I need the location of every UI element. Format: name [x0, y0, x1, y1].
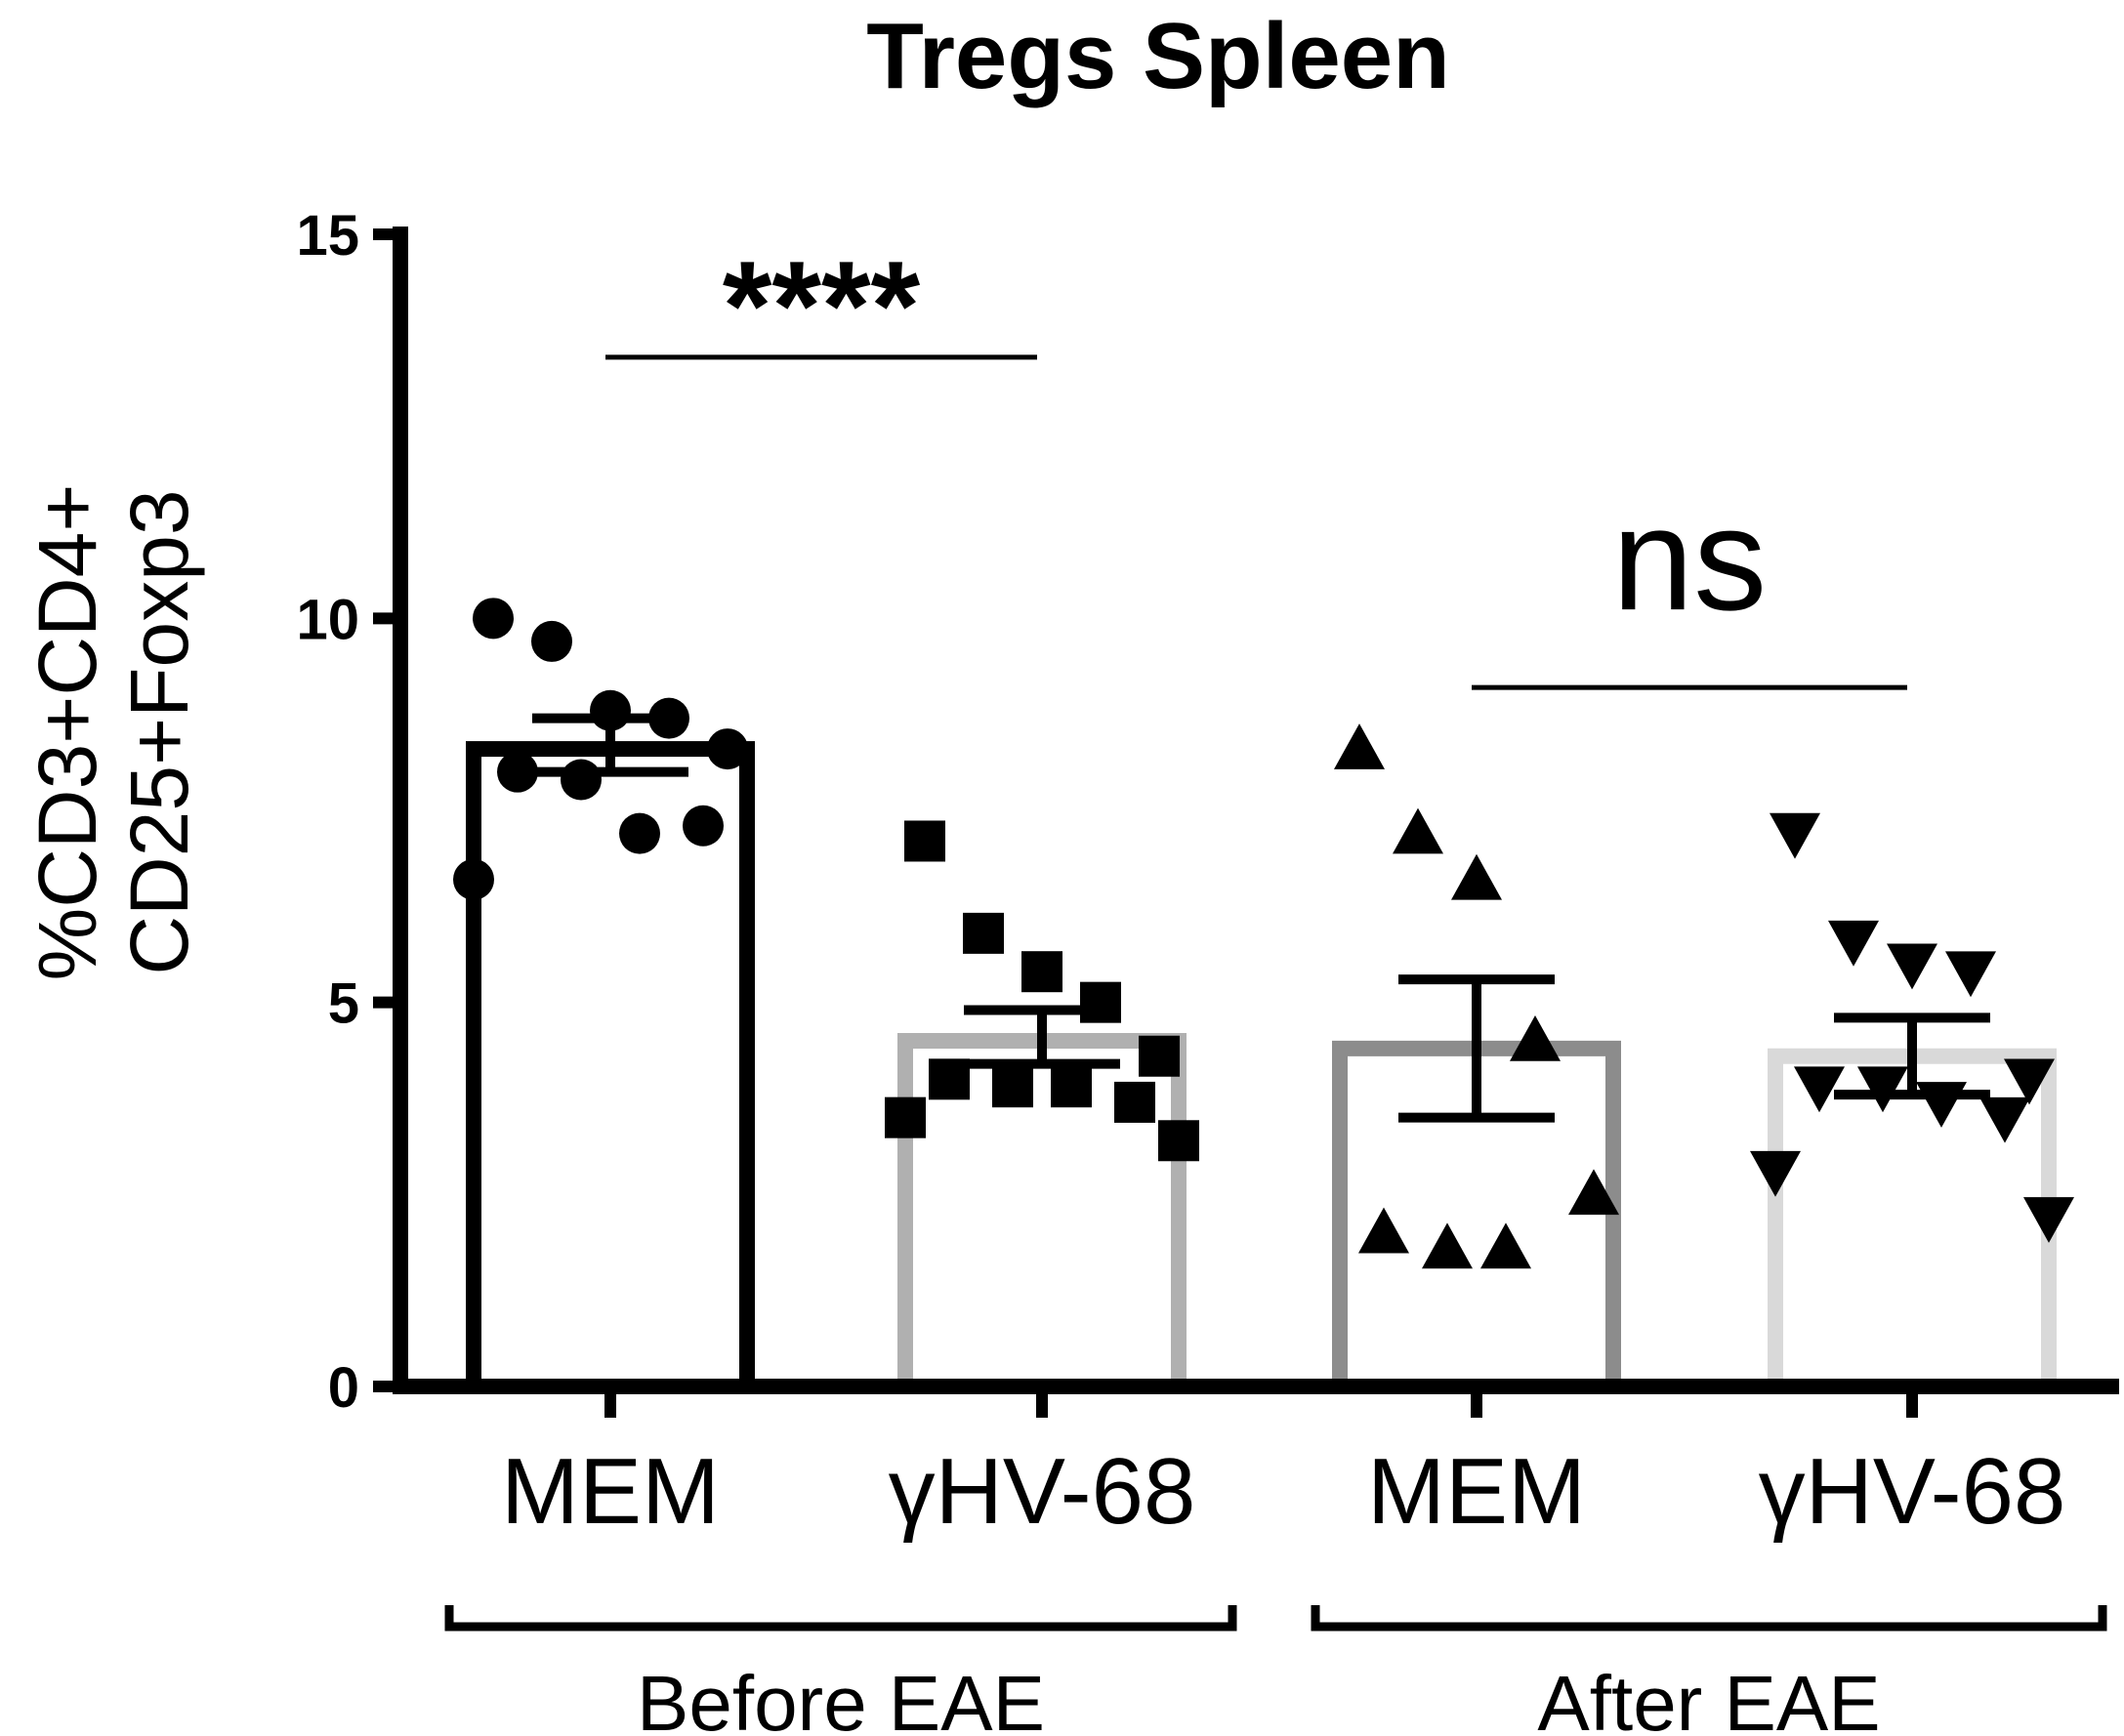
data-point-2-5 [1139, 1035, 1180, 1077]
x-tick-label-1: MEM [501, 1439, 720, 1544]
data-point-3-8 [1480, 1222, 1531, 1269]
data-point-2-4 [1080, 981, 1121, 1023]
points-layer [453, 598, 2074, 1269]
groups-layer: Before EAE After EAE [444, 1605, 2107, 1736]
group-bracket-1 [444, 1605, 1237, 1632]
group-bracket-2 [1311, 1605, 2107, 1632]
chart-title: Tregs Spleen [866, 4, 1450, 108]
data-point-4-4 [1945, 951, 1996, 998]
data-point-2-1 [904, 820, 945, 862]
y-tick-label-15: 15 [296, 204, 359, 268]
data-point-1-5 [707, 728, 748, 770]
y-axis-label-line-1: %CD3+CD4+ [21, 484, 113, 981]
data-point-3-3 [1451, 853, 1502, 900]
data-point-2-3 [1021, 951, 1062, 993]
significance-label-2: ns [1612, 476, 1767, 641]
data-point-4-2 [1828, 920, 1879, 967]
data-point-4-8 [1916, 1082, 1967, 1128]
data-point-3-5 [1568, 1169, 1619, 1216]
data-point-1-8 [619, 812, 660, 854]
group-label-1: Before EAE [637, 1660, 1045, 1736]
data-point-1-7 [561, 759, 602, 801]
data-point-4-3 [1887, 943, 1937, 990]
data-point-1-2 [531, 620, 572, 662]
data-point-1-10 [453, 858, 494, 900]
data-point-3-1 [1334, 723, 1385, 769]
data-point-4-1 [1770, 812, 1820, 859]
data-point-3-4 [1510, 1015, 1561, 1061]
significance-label-1: **** [723, 234, 921, 377]
y-tick-label-0: 0 [328, 1356, 359, 1420]
axes-layer: 0 5 10 15 MEM γHV-68 MEM γHV-68 [296, 204, 2119, 1544]
data-point-2-11 [1158, 1120, 1199, 1162]
data-point-4-10 [1750, 1150, 1801, 1197]
data-point-2-8 [1051, 1066, 1092, 1108]
data-point-3-6 [1358, 1207, 1409, 1254]
data-point-2-7 [992, 1066, 1033, 1108]
data-point-2-2 [963, 912, 1004, 954]
data-point-2-10 [885, 1096, 926, 1138]
data-point-3-7 [1422, 1222, 1473, 1269]
data-point-2-9 [1114, 1081, 1155, 1123]
data-point-4-9 [1979, 1096, 2030, 1143]
data-point-1-6 [497, 751, 538, 793]
x-tick-label-2: γHV-68 [889, 1439, 1196, 1544]
data-point-1-9 [683, 805, 724, 847]
data-point-1-1 [473, 598, 514, 640]
y-axis-label-line-2: CD25+Foxp3 [113, 489, 205, 974]
y-tick-label-10: 10 [296, 588, 359, 651]
group-label-2: After EAE [1537, 1660, 1880, 1736]
data-point-2-6 [929, 1058, 970, 1100]
annotations-layer: **** ns [605, 234, 1907, 690]
errorbars-layer [532, 713, 1990, 1123]
x-tick-label-4: γHV-68 [1759, 1439, 2066, 1544]
data-point-4-11 [2023, 1197, 2074, 1243]
data-point-4-5 [2004, 1058, 2055, 1105]
y-tick-label-5: 5 [328, 972, 359, 1036]
data-point-4-6 [1794, 1066, 1845, 1113]
y-axis-label: %CD3+CD4+ CD25+Foxp3 [21, 484, 205, 981]
data-point-4-7 [1857, 1066, 1908, 1113]
x-tick-label-3: MEM [1367, 1439, 1586, 1544]
data-point-3-2 [1393, 807, 1443, 854]
